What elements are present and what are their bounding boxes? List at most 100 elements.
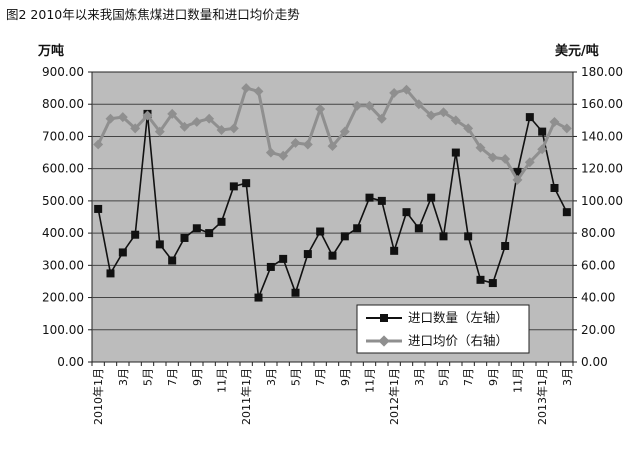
left-y-tick-label: 600.00	[42, 162, 84, 176]
price-point	[537, 144, 548, 155]
price-point	[549, 116, 560, 127]
price-point	[339, 126, 350, 137]
quantity-point	[291, 288, 300, 297]
price-point	[216, 125, 227, 135]
x-tick-label: 9月	[339, 368, 352, 386]
quantity-point	[562, 208, 571, 217]
price-point	[93, 139, 104, 150]
quantity-point	[550, 184, 559, 192]
legend-box	[356, 304, 530, 354]
x-tick-label: 7月	[462, 368, 475, 386]
legend-marker-price	[378, 335, 390, 347]
quantity-point	[131, 230, 140, 239]
left-y-tick-label: 400.00	[42, 226, 84, 240]
quantity-point	[192, 224, 201, 233]
price-point	[278, 150, 289, 161]
quantity-point	[229, 182, 238, 191]
left-y-tick-label: 0.00	[57, 355, 84, 369]
price-point	[290, 137, 301, 148]
left-y-tick-label: 300.00	[42, 258, 84, 272]
price-point	[389, 87, 400, 98]
right-y-tick-label: 0.00	[581, 355, 608, 369]
legend-label-price: 进口均价（右轴）	[408, 333, 508, 348]
x-tick-label: 5月	[290, 368, 303, 386]
quantity-point	[525, 113, 534, 122]
x-tick-label: 3月	[413, 368, 426, 386]
left-y-tick-label: 700.00	[42, 129, 84, 143]
quantity-point	[538, 127, 547, 136]
right-y-tick-label: 160.00	[581, 97, 623, 111]
x-tick-label: 2013年1月	[535, 368, 549, 425]
quantity-point	[451, 148, 460, 157]
x-tick-label: 9月	[487, 368, 500, 386]
price-point	[179, 121, 190, 132]
left-axis-unit: 万吨	[38, 44, 65, 59]
quantity-point	[254, 293, 263, 302]
right-y-tick-label: 80.00	[581, 226, 615, 240]
price-point	[463, 123, 474, 134]
quantity-point	[106, 269, 115, 278]
grid-lines	[92, 103, 573, 331]
right-y-tick-label: 20.00	[581, 323, 615, 337]
quantity-point	[501, 242, 510, 250]
price-point	[327, 141, 338, 152]
price-point	[228, 123, 239, 134]
price-point	[364, 100, 375, 111]
price-point	[117, 112, 128, 123]
x-tick-label: 7月	[314, 368, 327, 386]
chart-title: 图2 2010年以来我国炼焦煤进口数量和进口均价走势	[6, 7, 300, 22]
price-point	[130, 123, 141, 134]
x-tick-label: 3月	[117, 368, 130, 386]
quantity-point	[340, 232, 349, 241]
quantity-point	[217, 217, 226, 226]
quantity-point	[242, 179, 251, 188]
left-y-tick-label: 100.00	[42, 323, 84, 337]
quantity-point	[439, 232, 448, 241]
left-y-axis: 900.00 800.00 700.00 600.00 500.00 400.00 300.…	[42, 65, 92, 369]
price-point	[105, 113, 116, 124]
quantity-point	[118, 248, 127, 257]
quantity-point	[205, 229, 214, 238]
right-y-tick-label: 40.00	[581, 291, 615, 305]
quantity-point	[427, 193, 436, 202]
legend-label-quantity: 进口数量（左轴）	[408, 310, 508, 325]
x-tick-label: 3月	[561, 368, 574, 386]
price-point	[512, 174, 523, 185]
x-tick-label: 2011年1月	[239, 368, 253, 425]
x-tick-label: 11月	[512, 368, 525, 393]
x-tick-label: 5月	[142, 368, 155, 386]
right-y-axis: 180.00 160.00 140.00 120.00 100.00 80.00 60.00…	[573, 65, 623, 369]
x-tick-label: 2010年1月	[91, 368, 105, 425]
quantity-point	[513, 167, 522, 176]
price-point	[191, 117, 202, 127]
quantity-point	[303, 250, 312, 259]
right-y-tick-label: 60.00	[581, 258, 615, 272]
quantity-point	[365, 193, 374, 202]
price-point	[154, 126, 165, 137]
x-tick-label: 9月	[191, 368, 204, 386]
right-axis-unit: 美元/吨	[555, 44, 599, 59]
quantity-point	[476, 275, 485, 284]
quantity-point	[168, 256, 177, 265]
price-point	[142, 110, 153, 121]
quantity-point	[402, 208, 411, 217]
quantity-point	[464, 232, 473, 241]
quantity-point	[488, 279, 497, 288]
x-tick-label: 7月	[166, 368, 179, 386]
left-y-tick-label: 900.00	[42, 65, 84, 79]
quantity-point	[377, 196, 386, 205]
right-y-tick-label: 180.00	[581, 65, 623, 79]
left-y-tick-label: 800.00	[42, 97, 84, 111]
quantity-point	[266, 262, 275, 271]
x-tick-label: 3月	[265, 368, 278, 386]
x-tick-label: 5月	[438, 368, 451, 386]
x-tick-label: 2012年1月	[387, 368, 401, 425]
price-point	[487, 152, 498, 163]
quantity-point	[155, 240, 164, 249]
price-point	[450, 115, 461, 126]
quantity-point	[414, 224, 423, 233]
left-y-tick-label: 200.00	[42, 291, 84, 305]
right-y-tick-label: 120.00	[581, 162, 623, 176]
quantity-point	[328, 251, 337, 260]
